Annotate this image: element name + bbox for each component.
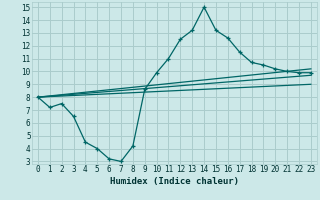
X-axis label: Humidex (Indice chaleur): Humidex (Indice chaleur) [110, 177, 239, 186]
